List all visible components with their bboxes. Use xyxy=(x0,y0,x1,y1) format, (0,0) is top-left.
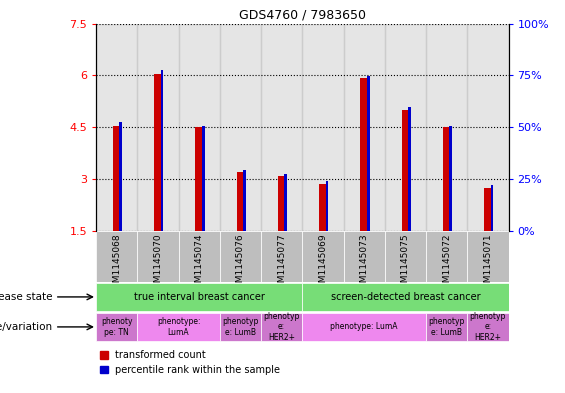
Bar xyxy=(243,170,246,231)
Bar xyxy=(137,231,179,282)
Bar xyxy=(154,74,162,231)
Bar xyxy=(490,185,493,231)
Text: GSM1145077: GSM1145077 xyxy=(277,234,286,294)
Text: GSM1145069: GSM1145069 xyxy=(319,234,327,294)
Text: GSM1145074: GSM1145074 xyxy=(195,234,203,294)
Bar xyxy=(261,24,302,231)
Bar xyxy=(367,76,370,231)
Text: genotype/variation: genotype/variation xyxy=(0,322,53,332)
Bar xyxy=(467,231,509,282)
Bar xyxy=(385,24,426,231)
Bar xyxy=(119,122,122,231)
Bar xyxy=(96,231,137,282)
Bar xyxy=(484,188,492,231)
Text: phenotype:
LumA: phenotype: LumA xyxy=(157,317,200,337)
Text: GSM1145076: GSM1145076 xyxy=(236,234,245,294)
Bar xyxy=(179,231,220,282)
Text: GSM1145068: GSM1145068 xyxy=(112,234,121,294)
Text: phenoty
pe: TN: phenoty pe: TN xyxy=(101,317,132,337)
Bar xyxy=(96,283,302,311)
Text: GSM1145071: GSM1145071 xyxy=(484,234,492,294)
Text: GSM1145072: GSM1145072 xyxy=(442,234,451,294)
Bar xyxy=(319,184,327,231)
Bar xyxy=(137,24,179,231)
Bar xyxy=(360,78,368,231)
Bar xyxy=(443,127,450,231)
Bar xyxy=(302,24,344,231)
Bar xyxy=(137,312,220,341)
Bar xyxy=(302,312,426,341)
Text: phenotyp
e:
HER2+: phenotyp e: HER2+ xyxy=(470,312,506,342)
Bar xyxy=(96,312,137,341)
Text: phenotyp
e:
HER2+: phenotyp e: HER2+ xyxy=(263,312,300,342)
Bar xyxy=(278,176,285,231)
Bar xyxy=(220,231,261,282)
Bar xyxy=(284,174,287,231)
Text: screen-detected breast cancer: screen-detected breast cancer xyxy=(331,292,480,302)
Bar xyxy=(426,24,467,231)
Bar xyxy=(449,126,452,231)
Bar xyxy=(202,126,205,231)
Bar xyxy=(408,107,411,231)
Bar xyxy=(237,173,244,231)
Bar xyxy=(467,312,509,341)
Bar xyxy=(402,110,409,231)
Bar xyxy=(426,231,467,282)
Text: GSM1145073: GSM1145073 xyxy=(360,234,368,294)
Bar xyxy=(325,181,328,231)
Bar xyxy=(195,127,203,231)
Text: true interval breast cancer: true interval breast cancer xyxy=(134,292,264,302)
Bar xyxy=(113,126,120,231)
Text: phenotype: LumA: phenotype: LumA xyxy=(331,322,398,331)
Bar xyxy=(385,231,426,282)
Bar xyxy=(426,312,467,341)
Bar xyxy=(344,24,385,231)
Bar xyxy=(302,231,344,282)
Bar xyxy=(261,231,302,282)
Bar xyxy=(302,283,508,311)
Bar xyxy=(261,312,302,341)
Bar xyxy=(179,24,220,231)
Bar xyxy=(96,24,137,231)
Legend: transformed count, percentile rank within the sample: transformed count, percentile rank withi… xyxy=(96,346,284,379)
Text: phenotyp
e: LumB: phenotyp e: LumB xyxy=(222,317,259,337)
Title: GDS4760 / 7983650: GDS4760 / 7983650 xyxy=(239,8,366,21)
Text: GSM1145075: GSM1145075 xyxy=(401,234,410,294)
Text: disease state: disease state xyxy=(0,292,53,302)
Bar xyxy=(220,24,261,231)
Bar xyxy=(220,312,261,341)
Text: phenotyp
e: LumB: phenotyp e: LumB xyxy=(428,317,465,337)
Bar xyxy=(467,24,509,231)
Text: GSM1145070: GSM1145070 xyxy=(154,234,162,294)
Bar xyxy=(160,70,163,231)
Bar xyxy=(344,231,385,282)
